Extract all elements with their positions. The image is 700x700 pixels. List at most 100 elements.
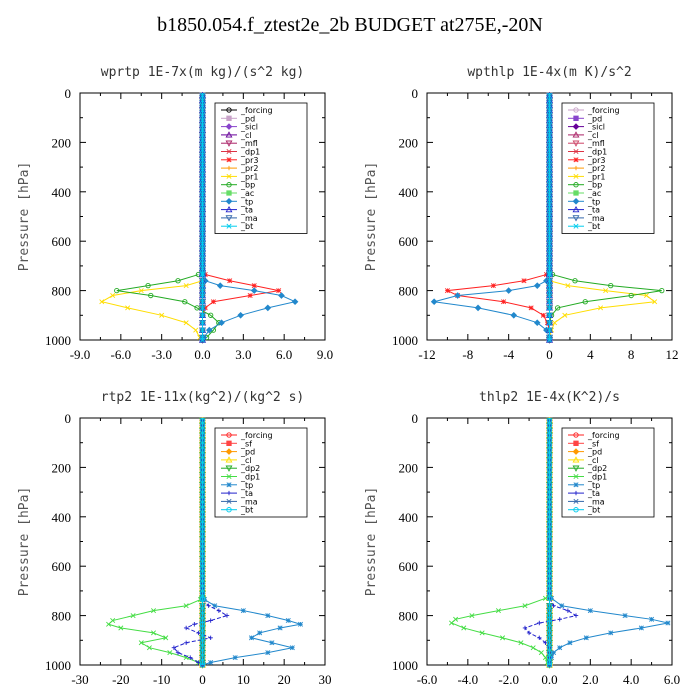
x-tick-label: 30 (319, 672, 332, 687)
data-point (608, 283, 614, 289)
legend-entry: _pd (587, 114, 602, 123)
data-point (125, 305, 131, 311)
data-point (518, 640, 524, 646)
legend-entry: _ta (587, 489, 600, 498)
legend-marker (572, 140, 580, 147)
data-point (546, 506, 553, 513)
data-point (546, 122, 553, 128)
legend-marker (226, 490, 232, 496)
x-tick-label: -4.0 (458, 672, 479, 687)
data-point (546, 327, 553, 333)
data-point (546, 595, 553, 601)
data-point (199, 427, 206, 433)
data-point (546, 293, 553, 299)
data-point (199, 526, 206, 532)
data-point (183, 640, 189, 645)
data-point (278, 292, 285, 299)
legend-marker (572, 448, 580, 455)
data-point (199, 327, 206, 333)
data-point (546, 477, 553, 483)
series-pr1 (99, 92, 206, 343)
data-point (269, 640, 275, 646)
data-point (522, 603, 528, 609)
legend-marker (225, 205, 233, 213)
data-point (199, 491, 206, 498)
y-tick-label: 200 (399, 135, 419, 150)
data-point (199, 640, 206, 646)
data-point (199, 186, 206, 192)
data-point (546, 486, 553, 493)
legend-marker (572, 456, 580, 463)
legend-entry: _pr1 (587, 172, 605, 181)
data-point (199, 596, 206, 603)
data-point (546, 236, 553, 242)
x-tick-label: 4.0 (623, 672, 639, 687)
legend-marker (572, 205, 580, 213)
data-point (199, 305, 206, 311)
data-point (199, 283, 206, 289)
legend-entry: _tp (240, 481, 253, 490)
x-tick-label: -4 (503, 347, 514, 362)
data-point (555, 305, 561, 311)
legend-marker (572, 215, 580, 222)
data-point (183, 625, 189, 631)
data-point (546, 92, 553, 98)
data-point (248, 635, 255, 641)
data-point (199, 659, 206, 666)
legend-marker (226, 440, 232, 446)
data-point (546, 452, 553, 458)
legend: _forcing_sf_pd_cl_dp2_dp1_tp_ta_ma_bt (561, 427, 655, 518)
legend-entry: _ma (587, 214, 605, 223)
series-bt (546, 92, 553, 343)
data-point (565, 608, 571, 613)
data-point (199, 255, 206, 262)
series-tp (430, 92, 553, 344)
data-point (199, 107, 206, 113)
data-point (521, 278, 527, 284)
data-point (559, 603, 565, 609)
y-tick-label: 1000 (45, 333, 71, 348)
data-point (542, 655, 548, 661)
data-point (199, 221, 206, 227)
legend-marker (226, 190, 232, 196)
legend-entry: _dp1 (240, 148, 260, 157)
data-point (199, 645, 206, 651)
legend-marker (573, 507, 579, 513)
data-point (530, 645, 536, 651)
data-point (537, 635, 542, 641)
legend-marker (226, 473, 232, 480)
legend-entry: _pr3 (240, 156, 258, 165)
data-point (199, 585, 206, 592)
x-tick-label: -6.0 (417, 672, 438, 687)
data-point (546, 482, 553, 488)
x-tick-label: 10 (237, 672, 250, 687)
legend-entry: _forcing (240, 106, 273, 115)
data-point (546, 132, 553, 138)
y-tick-label: 400 (52, 185, 72, 200)
legend-entry: _dp1 (587, 473, 607, 482)
data-point (546, 580, 553, 587)
legend-marker (226, 173, 232, 179)
data-point (199, 625, 206, 631)
data-point (199, 231, 206, 237)
data-point (199, 561, 206, 567)
series-dp1 (106, 417, 206, 668)
y-tick-label: 400 (399, 185, 419, 200)
data-point (145, 283, 151, 289)
data-point (546, 241, 553, 247)
data-point (264, 304, 272, 312)
series-bt (546, 417, 553, 668)
legend-entry: _ac (587, 189, 601, 198)
legend-entry: _pd (240, 448, 255, 457)
data-point (199, 176, 206, 182)
data-point (546, 620, 553, 626)
data-point (148, 292, 154, 299)
data-point (199, 201, 206, 207)
data-point (208, 660, 214, 666)
data-point (643, 293, 649, 299)
x-tick-label: -20 (112, 672, 129, 687)
data-point (546, 457, 553, 463)
legend-entry: _forcing (240, 431, 273, 440)
data-point (546, 630, 553, 636)
data-point (199, 432, 206, 438)
